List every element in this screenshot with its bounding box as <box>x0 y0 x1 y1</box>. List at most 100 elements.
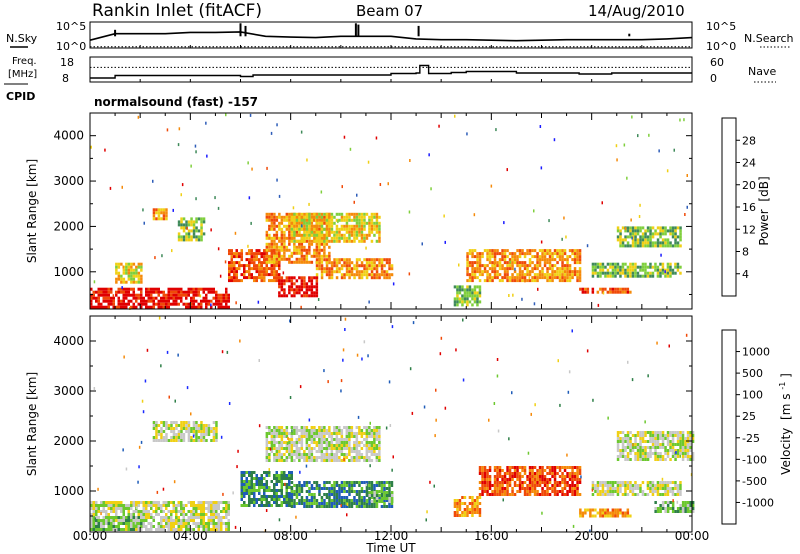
velocity-cell <box>385 497 389 500</box>
power-cell <box>541 270 544 274</box>
velocity-cell <box>508 475 512 478</box>
velocity-cell <box>488 487 492 490</box>
power-speckle <box>166 128 169 132</box>
power-cell <box>270 218 274 222</box>
power-cell <box>288 215 291 219</box>
power-cell <box>308 233 311 237</box>
power-cell <box>300 221 304 225</box>
velocity-cell <box>626 511 630 515</box>
power-cell <box>468 294 472 298</box>
velocity-cell <box>666 452 670 455</box>
power-cell <box>192 290 195 294</box>
power-cell <box>370 261 374 265</box>
power-cell <box>669 262 672 266</box>
velocity-cell <box>152 516 155 519</box>
power-colorbar-title: Power <box>757 209 771 245</box>
velocity-cell <box>320 432 324 435</box>
power-cell <box>280 215 284 219</box>
power-cell <box>636 241 640 245</box>
power-cell <box>278 276 281 280</box>
velocity-cell <box>117 516 120 519</box>
velocity-cell <box>120 528 123 531</box>
power-cell <box>162 214 166 218</box>
velocity-cell <box>378 444 381 447</box>
power-cell <box>90 293 93 297</box>
velocity-cell <box>551 469 554 472</box>
power-cell <box>177 235 181 239</box>
velocity-cell <box>674 487 677 490</box>
power-cell <box>453 297 457 301</box>
power-speckle <box>368 300 370 304</box>
velocity-cell <box>135 504 138 507</box>
power-speckle <box>112 294 115 298</box>
velocity-cell <box>375 484 379 487</box>
velocity-cell <box>556 493 559 496</box>
power-cell <box>556 276 559 280</box>
velocity-cell <box>561 490 564 493</box>
velocity-cell <box>338 441 341 444</box>
velocity-cell <box>283 435 286 438</box>
power-cell <box>651 265 655 269</box>
velocity-cell <box>360 496 364 499</box>
power-cell <box>125 262 128 266</box>
velocity-cell <box>335 444 339 447</box>
power-cell <box>523 273 527 277</box>
power-cell <box>268 212 271 216</box>
power-cell <box>553 264 557 268</box>
power-cell <box>265 230 269 234</box>
power-cell <box>278 264 281 268</box>
power-cell <box>308 251 311 255</box>
velocity-cell <box>558 481 562 484</box>
velocity-cell <box>240 492 243 495</box>
velocity-cell <box>679 490 682 493</box>
velocity-cell <box>325 453 329 456</box>
power-cell <box>230 270 233 274</box>
power-cell <box>463 297 467 301</box>
power-cell <box>305 239 309 243</box>
power-cell <box>365 264 369 268</box>
power-cell <box>265 242 269 246</box>
velocity-cell <box>370 435 374 438</box>
velocity-cell <box>310 493 314 496</box>
velocity-cell <box>200 507 203 510</box>
velocity-cell <box>185 513 188 516</box>
power-cell <box>290 251 294 255</box>
velocity-cell <box>558 469 562 472</box>
velocity-cell <box>483 466 487 469</box>
velocity-cell <box>659 507 662 510</box>
velocity-cell <box>280 432 284 435</box>
velocity-cell <box>343 505 346 508</box>
power-cell <box>152 296 155 300</box>
power-cell <box>285 224 289 228</box>
velocity-cell <box>290 459 294 462</box>
power-cell <box>561 249 564 253</box>
velocity-cell <box>654 458 657 461</box>
velocity-cell <box>335 453 339 456</box>
power-cell <box>639 235 642 239</box>
velocity-cell <box>516 490 519 493</box>
power-cell <box>340 233 344 237</box>
velocity-cell <box>664 490 667 493</box>
velocity-cell <box>365 444 369 447</box>
velocity-cell <box>541 478 544 481</box>
power-cell <box>541 255 544 259</box>
power-speckle <box>666 169 669 173</box>
power-cell <box>318 258 321 262</box>
velocity-cell <box>217 516 220 519</box>
power-cell <box>177 296 180 300</box>
power-cell <box>546 261 549 265</box>
power-cell <box>506 261 509 265</box>
power-cell <box>315 288 319 292</box>
velocity-cell <box>200 516 203 519</box>
velocity-cell <box>180 510 183 513</box>
velocity-cell <box>573 493 577 496</box>
power-speckle <box>178 127 181 131</box>
velocity-cell <box>383 497 386 500</box>
power-speckle <box>616 158 618 162</box>
power-cell <box>373 276 376 280</box>
power-cell <box>288 291 291 295</box>
power-cell <box>333 236 336 240</box>
power-cell <box>265 257 269 261</box>
velocity-cell <box>486 493 489 496</box>
velocity-cell <box>661 431 665 434</box>
